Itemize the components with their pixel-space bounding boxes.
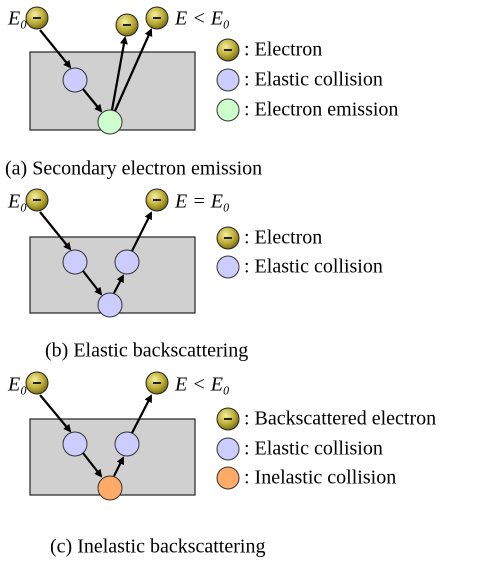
- elastic-collision: [114, 431, 140, 457]
- legend-icon: [216, 68, 240, 92]
- arrow: [113, 28, 153, 112]
- panel-b: E₀ E = E₀ : Electron : Elastic collision…: [7, 188, 383, 362]
- elastic-collision: [62, 67, 88, 93]
- energy-out: E = E₀: [174, 191, 230, 213]
- electron: [145, 188, 169, 212]
- legend-icon: [216, 226, 240, 250]
- legend-icon: [216, 38, 240, 62]
- elastic-collision: [62, 249, 88, 275]
- legend-label: : Electron: [244, 39, 322, 61]
- arrow: [110, 36, 128, 111]
- legend-icon: [216, 255, 240, 279]
- electron: [115, 13, 139, 37]
- elastic-collision: [62, 431, 88, 457]
- arrow: [39, 394, 72, 433]
- arrow: [82, 270, 103, 296]
- electron: [25, 6, 49, 30]
- arrow: [131, 211, 152, 252]
- arrow: [82, 88, 103, 113]
- electron: [25, 188, 49, 212]
- arrow: [113, 274, 124, 294]
- electron: [145, 371, 169, 395]
- panel-a: E₀ E < E₀ : Electron : Elastic collision…: [5, 6, 398, 180]
- inelastic-collision: [97, 475, 123, 501]
- legend-label: : Elastic collision: [244, 438, 383, 460]
- energy-in: E₀: [7, 374, 27, 396]
- arrow: [39, 29, 72, 69]
- arrow: [113, 456, 124, 477]
- emission: [97, 109, 123, 135]
- elastic-collision: [97, 292, 123, 318]
- arrow: [131, 394, 152, 434]
- elastic-collision: [114, 249, 140, 275]
- legend-label: : Backscattered electron: [244, 408, 436, 430]
- legend-icon: [216, 437, 240, 461]
- legend-icon: [216, 407, 240, 431]
- legend-icon: [216, 466, 240, 490]
- legend-label: : Elastic collision: [244, 256, 383, 278]
- legend-label: : Elastic collision: [244, 69, 383, 91]
- caption: (a) Secondary electron emission: [5, 158, 262, 180]
- legend-label: : Inelastic collision: [244, 467, 396, 489]
- legend-label: : Electron emission: [244, 99, 398, 121]
- energy-in: E₀: [7, 8, 27, 30]
- legend-icon: [216, 98, 240, 122]
- caption: (c) Inelastic backscattering: [50, 536, 265, 558]
- arrow: [39, 211, 72, 251]
- caption: (b) Elastic backscattering: [45, 340, 248, 362]
- energy-out: E < E₀: [174, 8, 230, 30]
- arrow: [82, 452, 103, 478]
- electron: [145, 6, 169, 30]
- energy-in: E₀: [7, 191, 27, 213]
- legend-label: : Electron: [244, 227, 322, 249]
- panel-c: E₀ E < E₀ : Backscattered electron : Ela…: [7, 371, 436, 558]
- electron: [25, 371, 49, 395]
- energy-out: E < E₀: [174, 374, 230, 396]
